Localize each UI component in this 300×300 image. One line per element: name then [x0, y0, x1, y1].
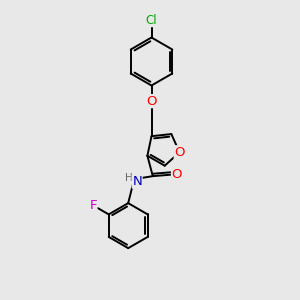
Text: F: F [89, 199, 97, 212]
Text: O: O [172, 168, 182, 181]
Text: O: O [174, 146, 185, 159]
Text: N: N [132, 175, 142, 188]
Text: Cl: Cl [146, 14, 157, 27]
Text: O: O [146, 94, 157, 108]
Text: H: H [125, 172, 133, 183]
